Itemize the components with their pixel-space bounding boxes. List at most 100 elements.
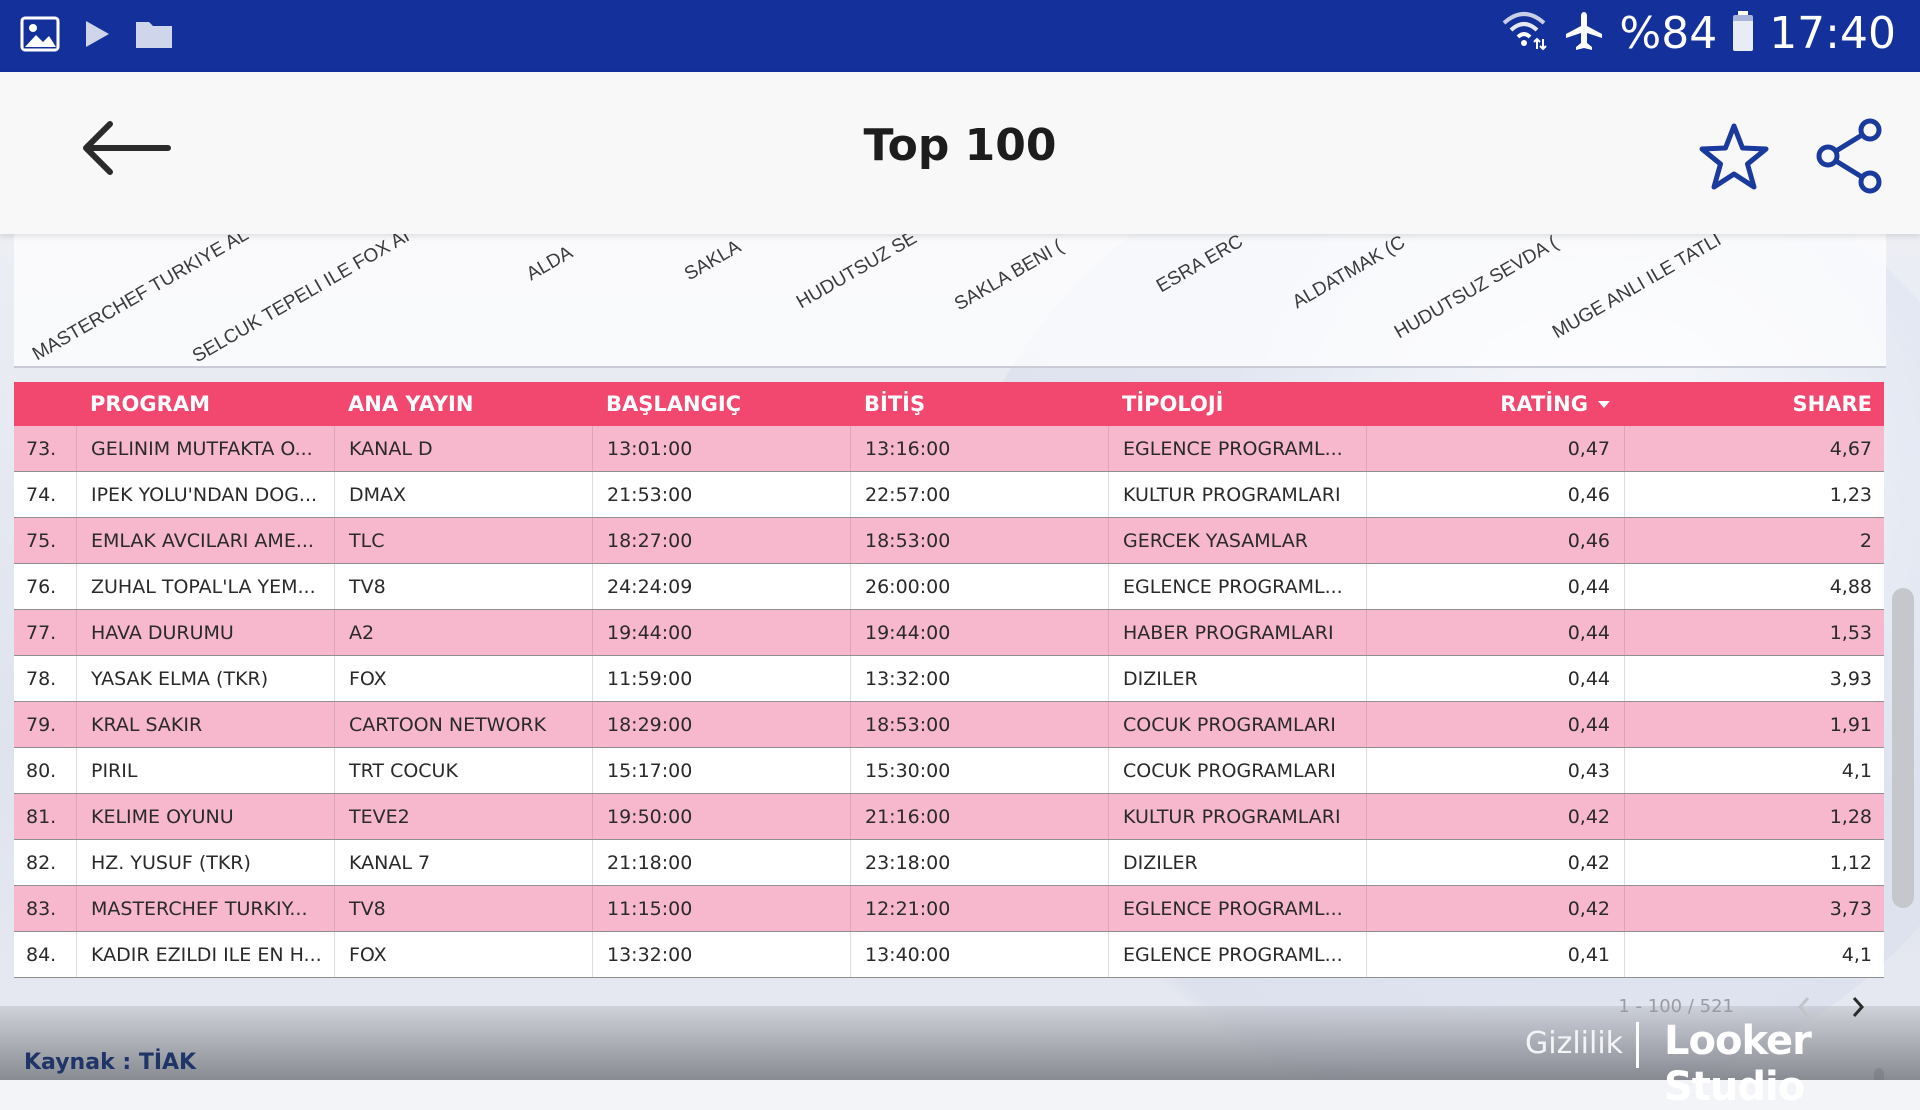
program-cell: HZ. YUSUF (TKR) [76, 840, 334, 885]
channel-cell: TV8 [334, 564, 592, 609]
battery-percent: %84 [1619, 8, 1718, 59]
rating-cell: 0,42 [1366, 840, 1624, 885]
wifi-icon [1499, 9, 1549, 58]
rating-cell: 0,46 [1366, 518, 1624, 563]
end-time-cell: 15:30:00 [850, 748, 1108, 793]
star-icon [1694, 123, 1774, 202]
table-row[interactable]: 73. GELINIM MUTFAKTA O... KANAL D 13:01:00 1… [14, 426, 1884, 472]
end-time-cell: 22:57:00 [850, 472, 1108, 517]
table-row[interactable]: 76. ZUHAL TOPAL'LA YEM... TV8 24:24:09 26:00… [14, 564, 1884, 610]
program-cell: KADIR EZILDI ILE EN H... [76, 932, 334, 977]
table-row[interactable]: 84. KADIR EZILDI ILE EN H... FOX 13:32:00 13… [14, 932, 1884, 978]
report-content: MASTERCHEF TURKIYE AL SELCUK TEPELI ILE … [0, 234, 1920, 1080]
share-cell: 1,12 [1624, 840, 1884, 885]
share-button[interactable] [1814, 116, 1886, 196]
start-time-cell: 15:17:00 [592, 748, 850, 793]
back-button[interactable] [78, 118, 178, 178]
row-index: 82. [26, 851, 57, 874]
share-cell: 1,28 [1624, 794, 1884, 839]
battery-icon [1731, 10, 1755, 57]
table-row[interactable]: 75. EMLAK AVCILARI AME... TLC 18:27:00 18:53… [14, 518, 1884, 564]
share-cell: 4,1 [1624, 932, 1884, 977]
channel-cell: TRT COCUK [334, 748, 592, 793]
page-scrollbar[interactable] [1892, 588, 1914, 908]
program-cell: GELINIM MUTFAKTA O... [76, 426, 334, 471]
end-time-cell: 19:44:00 [850, 610, 1108, 655]
axis-label: ALDATMAK (C [1289, 234, 1409, 314]
start-time-cell: 21:53:00 [592, 472, 850, 517]
header-program[interactable]: PROGRAM [90, 392, 210, 416]
typology-cell: COCUK PROGRAMLARI [1108, 702, 1366, 747]
header-index [14, 382, 76, 426]
axis-label: HUDUTSUZ SE [793, 234, 921, 314]
share-cell: 4,88 [1624, 564, 1884, 609]
privacy-link[interactable]: Gizlilik [1525, 1026, 1624, 1061]
top100-table: PROGRAM ANA YAYIN BAŞLANGIÇ BİTİŞ TİPOLO… [14, 382, 1884, 978]
rating-cell: 0,46 [1366, 472, 1624, 517]
header-typology[interactable]: TİPOLOJİ [1122, 392, 1224, 416]
axis-label: HUDUTSUZ SEVDA ( [1391, 234, 1562, 344]
start-time-cell: 11:15:00 [592, 886, 850, 931]
header-channel[interactable]: ANA YAYIN [348, 392, 474, 416]
chart-axis-strip: MASTERCHEF TURKIYE AL SELCUK TEPELI ILE … [14, 234, 1886, 368]
row-index: 81. [26, 805, 57, 828]
row-index: 84. [26, 943, 57, 966]
footer-divider [1636, 1022, 1639, 1068]
table-row[interactable]: 81. KELIME OYUNU TEVE2 19:50:00 21:16:00 KULT… [14, 794, 1884, 840]
axis-label: ALDA [523, 242, 577, 286]
row-index: 78. [26, 667, 57, 690]
end-time-cell: 18:53:00 [850, 518, 1108, 563]
start-time-cell: 18:27:00 [592, 518, 850, 563]
back-arrow-icon [78, 121, 178, 182]
header-start[interactable]: BAŞLANGIÇ [606, 392, 742, 416]
typology-cell: GERCEK YASAMLAR [1108, 518, 1366, 563]
typology-cell: EGLENCE PROGRAML... [1108, 564, 1366, 609]
typology-cell: EGLENCE PROGRAML... [1108, 932, 1366, 977]
table-row[interactable]: 80. PIRIL TRT COCUK 15:17:00 15:30:00 COCUK P… [14, 748, 1884, 794]
start-time-cell: 24:24:09 [592, 564, 850, 609]
program-cell: EMLAK AVCILARI AME... [76, 518, 334, 563]
axis-label: ESRA ERC [1153, 234, 1247, 298]
typology-cell: DIZILER [1108, 656, 1366, 701]
program-cell: ZUHAL TOPAL'LA YEM... [76, 564, 334, 609]
rating-cell: 0,41 [1366, 932, 1624, 977]
row-index: 73. [26, 437, 57, 460]
rating-cell: 0,44 [1366, 702, 1624, 747]
table-row[interactable]: 79. KRAL SAKIR CARTOON NETWORK 18:29:00 18:5… [14, 702, 1884, 748]
table-row[interactable]: 78. YASAK ELMA (TKR) FOX 11:59:00 13:32:00 DI… [14, 656, 1884, 702]
footer-bar [0, 1006, 1920, 1080]
chevron-right-icon [1846, 997, 1870, 1026]
rating-cell: 0,42 [1366, 886, 1624, 931]
table-row[interactable]: 82. HZ. YUSUF (TKR) KANAL 7 21:18:00 23:18:0… [14, 840, 1884, 886]
header-share[interactable]: SHARE [1792, 392, 1872, 416]
share-cell: 3,93 [1624, 656, 1884, 701]
program-cell: YASAK ELMA (TKR) [76, 656, 334, 701]
typology-cell: HABER PROGRAMLARI [1108, 610, 1366, 655]
program-cell: KELIME OYUNU [76, 794, 334, 839]
looker-studio-logo[interactable]: Looker Studio [1664, 1018, 1812, 1110]
share-cell: 1,23 [1624, 472, 1884, 517]
typology-cell: KULTUR PROGRAMLARI [1108, 472, 1366, 517]
program-cell: KRAL SAKIR [76, 702, 334, 747]
axis-label: SAKLA [681, 236, 745, 286]
channel-cell: TEVE2 [334, 794, 592, 839]
typology-cell: EGLENCE PROGRAML... [1108, 886, 1366, 931]
table-row[interactable]: 74. IPEK YOLU'NDAN DOG... DMAX 21:53:00 22:5… [14, 472, 1884, 518]
end-time-cell: 12:21:00 [850, 886, 1108, 931]
channel-cell: DMAX [334, 472, 592, 517]
prev-page-button[interactable] [1792, 992, 1816, 1022]
row-index: 83. [26, 897, 57, 920]
favorite-button[interactable] [1694, 118, 1774, 198]
rating-cell: 0,47 [1366, 426, 1624, 471]
channel-cell: TV8 [334, 886, 592, 931]
table-row[interactable]: 83. MASTERCHEF TURKIY... TV8 11:15:00 12:21:… [14, 886, 1884, 932]
table-header: PROGRAM ANA YAYIN BAŞLANGIÇ BİTİŞ TİPOLO… [14, 382, 1884, 426]
header-end[interactable]: BİTİŞ [864, 392, 926, 416]
app-bar: Top 100 [0, 72, 1920, 234]
header-rating[interactable]: RATİNG [1366, 382, 1624, 426]
start-time-cell: 11:59:00 [592, 656, 850, 701]
page-title: Top 100 [863, 120, 1057, 171]
row-index: 76. [26, 575, 57, 598]
table-row[interactable]: 77. HAVA DURUMU A2 19:44:00 19:44:00 HABER PR… [14, 610, 1884, 656]
next-page-button[interactable] [1846, 992, 1870, 1022]
